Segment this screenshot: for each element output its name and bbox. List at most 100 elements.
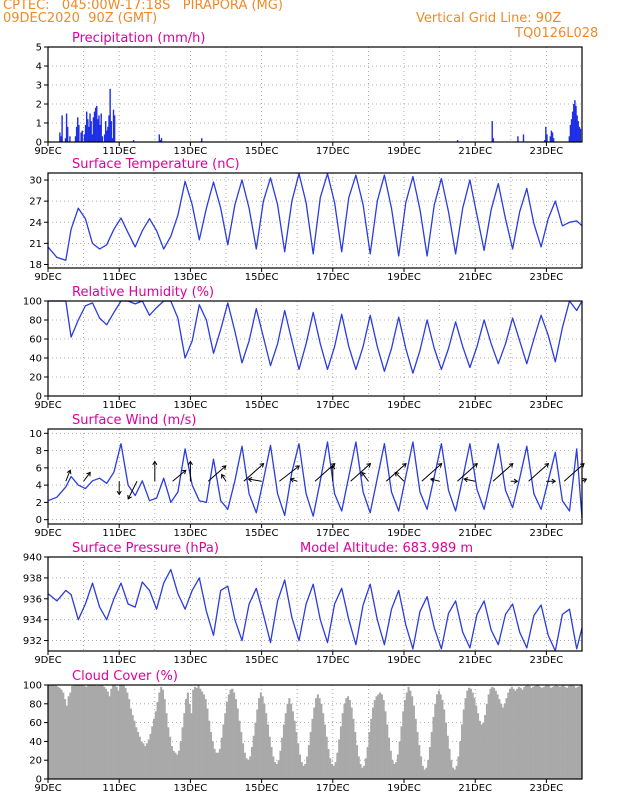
cloud-bar: [569, 685, 572, 779]
cloud-bar: [256, 709, 259, 779]
cloud-bar: [233, 692, 236, 779]
cloud-bar: [436, 694, 439, 779]
header-run-code: TQ0126L028: [515, 26, 599, 41]
precip-bar: [101, 136, 104, 142]
cloud-bar: [441, 700, 444, 779]
cloud-bar: [416, 732, 419, 779]
cloud-bar: [439, 694, 442, 779]
cloud-bar: [519, 687, 522, 779]
cloud-bar: [523, 686, 526, 779]
cloud-bar: [387, 737, 391, 779]
cloud-bar: [284, 713, 287, 779]
wind-arrow: [187, 460, 193, 482]
precip-bar: [65, 113, 68, 142]
cloud-bar: [564, 686, 567, 779]
cloud-bar: [307, 745, 310, 779]
cloud-bar: [122, 685, 125, 779]
precip-bar: [546, 134, 548, 142]
cloud-bar: [295, 732, 298, 779]
cloud-bar: [468, 687, 471, 779]
precip-bar: [93, 111, 96, 142]
cloud-bar: [117, 690, 120, 779]
plot-frame: [47, 46, 583, 143]
wind-arrow-head: [127, 494, 132, 500]
cloud-bar: [131, 715, 134, 779]
precip-bar: [579, 128, 582, 142]
cloud-bar: [466, 690, 469, 779]
wind-arrow-shaft: [65, 470, 71, 482]
x-tick-label: 23DEC: [530, 655, 564, 666]
precip-bar: [78, 124, 80, 142]
y-tick-label: 18: [29, 260, 42, 271]
cloud-bar: [201, 691, 204, 779]
cloud-bar: [464, 698, 467, 779]
cloud-bar: [270, 747, 273, 779]
cloud-bar: [192, 689, 195, 779]
cloud-bar: [396, 754, 399, 779]
wind-arrow-head: [187, 460, 193, 466]
y-tick-label: 30: [29, 176, 42, 187]
y-tick-label: 40: [29, 354, 42, 365]
wind-arrow-shaft: [314, 463, 336, 482]
cloud-bar: [414, 718, 417, 779]
cloud-bar: [576, 686, 579, 779]
cloud-bar: [386, 724, 389, 779]
y-tick-label: 80: [29, 316, 42, 327]
wind-arrow-head: [221, 473, 226, 479]
y-tick-label: 2: [36, 498, 42, 509]
cloud-bar: [423, 769, 426, 779]
x-tick-label: 11DEC: [102, 783, 136, 794]
y-tick-label: 940: [23, 553, 42, 564]
cloud-bar: [375, 696, 378, 779]
cloud-bar: [338, 739, 341, 779]
y-tick-label: 932: [23, 636, 42, 647]
y-tick-label: 1: [36, 119, 42, 130]
wind-arrow-shaft: [528, 463, 549, 482]
wind-arrow: [457, 462, 478, 482]
cloud-bar: [478, 720, 481, 779]
x-tick-label: 19DEC: [387, 528, 421, 539]
cloud-bar: [501, 707, 504, 779]
cloud-bar: [231, 688, 234, 779]
y-tick-label: 100: [23, 681, 42, 692]
y-tick-label: 3: [36, 81, 42, 92]
wind-arrow: [221, 473, 227, 482]
cloud-bar: [341, 713, 344, 779]
cloud-bar: [247, 760, 250, 779]
wind-arrow-head: [86, 471, 91, 477]
wind-arrow-shaft: [248, 478, 262, 482]
cloud-bar: [96, 685, 99, 779]
cloud-bar: [315, 698, 318, 779]
cloud-bar: [272, 756, 275, 779]
cloud-bar: [215, 752, 218, 779]
wind-arrow-head: [289, 477, 295, 483]
cloud-bar: [332, 765, 335, 779]
cloud-bar: [525, 685, 528, 779]
cloud-bar: [320, 703, 323, 779]
cloud-bar: [452, 767, 455, 779]
wind-arrow-head: [463, 477, 469, 483]
cloud-bar: [88, 685, 92, 779]
panel-2: 18 21 24 27 30 9DEC 11DEC 13DEC 15DEC 17DEC 19DEC 2…: [29, 157, 583, 283]
precip-bar: [549, 136, 552, 142]
precip-bar: [94, 107, 97, 142]
precip-bar: [573, 104, 575, 142]
cloud-bar: [217, 752, 220, 779]
wind-arrow-head: [361, 471, 366, 477]
cloud-bar: [135, 727, 138, 779]
x-tick-label: 17DEC: [316, 146, 350, 157]
cloud-bar: [443, 709, 446, 779]
cloud-bar: [243, 752, 246, 779]
wind-arrow: [510, 478, 519, 484]
precip-bar: [110, 121, 112, 142]
cloud-bar: [85, 686, 88, 779]
cloud-bar: [229, 689, 232, 779]
cloud-bar: [437, 690, 440, 779]
cloud-bar: [206, 708, 209, 779]
cloud-bar: [533, 685, 537, 779]
cloud-bar: [558, 686, 561, 779]
cloud-bar: [254, 722, 257, 779]
cloud-bar: [420, 756, 423, 779]
cloud-bar: [158, 692, 161, 779]
panel-title: Cloud Cover (%): [72, 669, 178, 684]
